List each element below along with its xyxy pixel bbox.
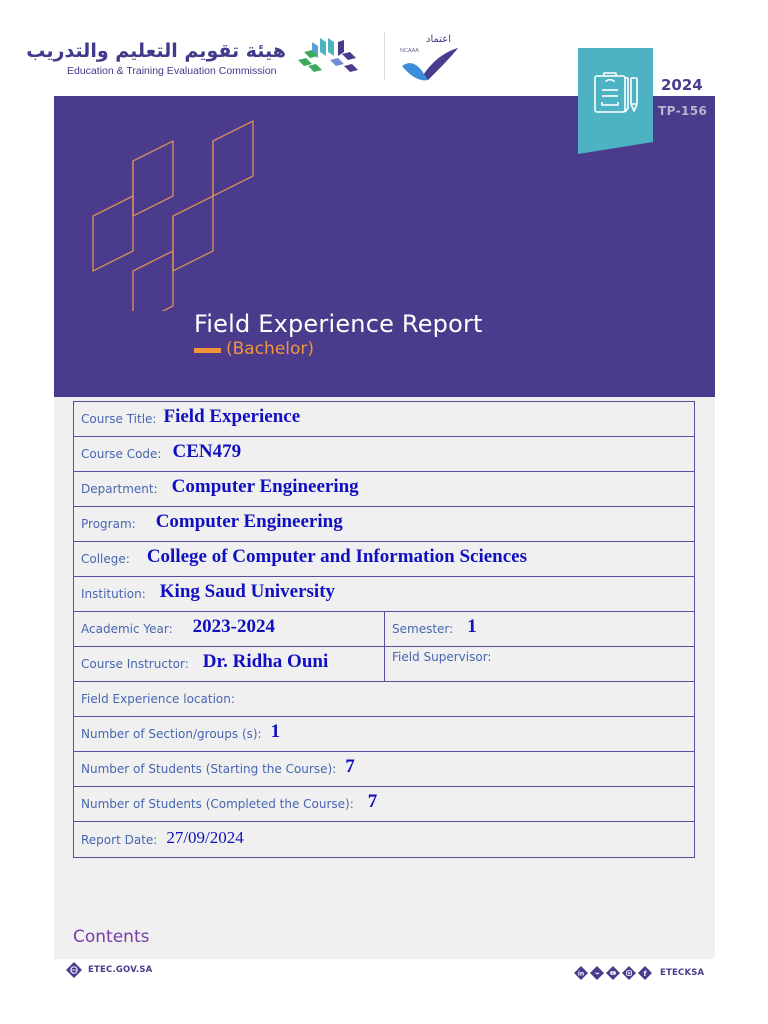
sections-label: Number of Section/groups (s): (81, 727, 262, 741)
college-value[interactable]: College of Computer and Information Scie… (146, 546, 527, 567)
row-year-semester: Academic Year: 2023-2024 Semester: 1 (74, 612, 694, 647)
footer-social: in f ETECKSA (574, 966, 704, 980)
facebook-icon[interactable]: f (638, 966, 652, 980)
row-report-date: Report Date: 27/09/2024 (74, 822, 694, 857)
students-starting-value[interactable]: 7 (345, 756, 355, 777)
institution-value[interactable]: King Saud University (159, 581, 336, 602)
svg-text:in: in (578, 971, 584, 978)
program-label: Program: (81, 517, 136, 531)
course-title-value[interactable]: Field Experience (163, 406, 301, 427)
institution-label: Institution: (81, 587, 146, 601)
row-institution: Institution: King Saud University (74, 577, 694, 612)
department-label: Department: (81, 482, 158, 496)
college-label: College: (81, 552, 130, 566)
report-subtitle: (Bachelor) (226, 339, 315, 359)
checkmark-icon (402, 48, 458, 81)
students-completed-value[interactable]: 7 (367, 791, 378, 812)
semester-value[interactable]: 1 (467, 616, 477, 637)
course-code-label: Course Code: (81, 447, 162, 461)
row-college: College: College of Computer and Informa… (74, 542, 694, 577)
course-instructor-label: Course Instructor: (81, 657, 189, 671)
linkedin-icon[interactable]: in (574, 966, 588, 980)
row-students-starting: Number of Students (Starting the Course)… (74, 752, 694, 787)
row-program: Program: Computer Engineering (74, 507, 694, 542)
header-divider (384, 32, 385, 80)
program-value[interactable]: Computer Engineering (155, 511, 343, 532)
academic-year-value[interactable]: 2023-2024 (192, 616, 275, 637)
ncaaa-arabic: اعتماد (426, 34, 452, 45)
course-instructor-cell: Course Instructor: Dr. Ridha Ouni (74, 647, 385, 681)
contents-heading: Contents (73, 927, 150, 947)
row-location: Field Experience location: (74, 682, 694, 717)
location-label: Field Experience location: (81, 692, 235, 706)
geometric-pattern-icon (92, 119, 254, 311)
report-year: 2024 (661, 76, 703, 94)
students-completed-label: Number of Students (Completed the Course… (81, 797, 354, 811)
semester-cell: Semester: 1 (385, 612, 694, 646)
row-department: Department: Computer Engineering (74, 472, 694, 507)
department-value[interactable]: Computer Engineering (171, 476, 359, 497)
globe-diamond-icon (66, 962, 82, 978)
row-course-title: Course Title: Field Experience (74, 402, 694, 437)
etec-arabic-name: هيئة تقويم التعليم والتدريب (26, 40, 286, 62)
course-title-label: Course Title: (81, 412, 157, 426)
row-students-completed: Number of Students (Completed the Course… (74, 787, 694, 822)
social-handle[interactable]: ETECKSA (660, 968, 705, 978)
template-code: TP-156 (658, 104, 708, 118)
row-course-code: Course Code: CEN479 (74, 437, 694, 472)
students-starting-label: Number of Students (Starting the Course)… (81, 762, 337, 776)
field-supervisor-cell: Field Supervisor: (385, 647, 694, 681)
report-title: Field Experience Report (194, 310, 483, 338)
twitter-icon[interactable] (590, 966, 604, 980)
course-instructor-value[interactable]: Dr. Ridha Ouni (202, 651, 329, 672)
sections-value[interactable]: 1 (270, 721, 281, 742)
etec-emblem-icon (298, 38, 358, 72)
field-supervisor-label: Field Supervisor: (392, 650, 492, 664)
report-date-value[interactable]: 27/09/2024 (166, 827, 244, 847)
semester-label: Semester: (392, 622, 454, 636)
youtube-icon[interactable] (606, 966, 620, 980)
row-instructor-supervisor: Course Instructor: Dr. Ridha Ouni Field … (74, 647, 694, 682)
academic-year-label: Academic Year: (81, 622, 173, 636)
website-link[interactable]: ETEC.GOV.SA (88, 965, 153, 975)
row-sections: Number of Section/groups (s): 1 (74, 717, 694, 752)
report-date-label: Report Date: (81, 832, 158, 847)
ncaaa-logo: اعتماد NCAAA (398, 34, 462, 82)
course-code-value[interactable]: CEN479 (172, 441, 242, 462)
ncaaa-english: NCAAA (400, 48, 419, 54)
etec-english-name: Education & Training Evaluation Commissi… (67, 65, 277, 77)
subtitle-accent-bar (194, 348, 221, 353)
instagram-icon[interactable] (622, 966, 636, 980)
course-info-table: Course Title: Field Experience Course Co… (73, 401, 695, 858)
footer-website[interactable]: ETEC.GOV.SA (66, 962, 152, 978)
etec-logo: هيئة تقويم التعليم والتدريب Education & … (26, 40, 366, 86)
academic-year-cell: Academic Year: 2023-2024 (74, 612, 385, 646)
svg-text:f: f (643, 970, 647, 978)
clipboard-pen-icon (578, 48, 653, 154)
